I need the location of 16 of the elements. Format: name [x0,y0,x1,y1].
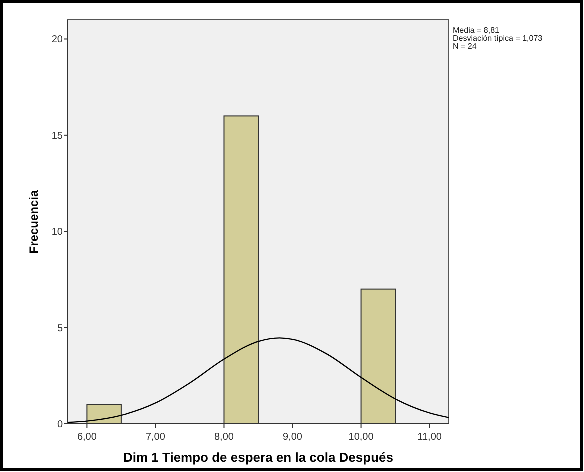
text: Media = 8,81 [453,26,500,35]
x-tick-label: 9,00 [283,432,303,443]
x-tick-label: 10,00 [348,432,374,443]
y-tick-label: 0 [57,420,64,430]
x-tick-label: 6,00 [77,432,98,443]
y-tick-label: 10 [52,227,64,238]
x-tick-label: 8,00 [214,432,234,443]
x-tick-label: 7,00 [146,432,166,443]
y-tick-label: 20 [52,34,64,46]
text: Desviación típica = 1,073 [453,34,544,43]
y-tick-label: 15 [52,130,64,142]
y-tick-label: 5 [57,323,64,334]
text: N = 24 [453,42,478,51]
x-tick-label: 11,00 [418,432,442,443]
x-axis-title: Dim 1 Tiempo de espera en la cola Después [124,450,394,465]
y-axis-title: Frecuencia [27,190,41,254]
